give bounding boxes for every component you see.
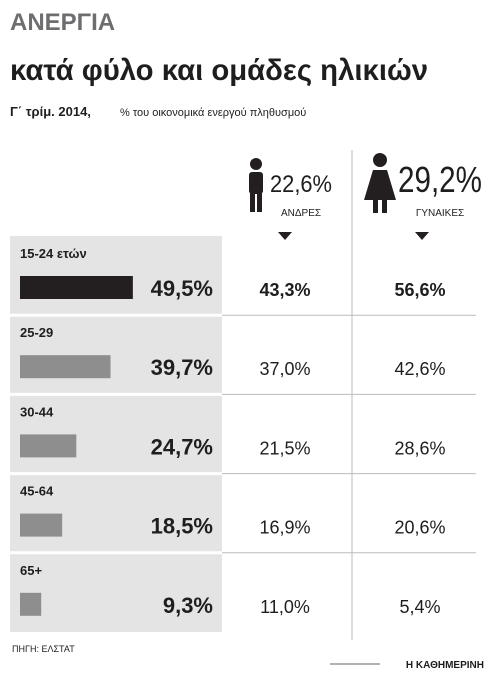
man-icon — [249, 158, 263, 212]
value-label: 42,6% — [394, 359, 445, 379]
group-total: 22,6% — [270, 171, 332, 198]
category-label: 65+ — [20, 563, 42, 578]
arrow — [415, 232, 429, 240]
value-label: 37,0% — [259, 359, 310, 379]
value-label: 11,0% — [260, 597, 310, 617]
value-label: 24,7% — [151, 434, 213, 459]
bar — [20, 513, 63, 537]
arrow — [278, 232, 292, 240]
bar — [20, 276, 133, 299]
chart-title: ΑΝΕΡΓΙΑ — [10, 9, 115, 36]
source: ΠΗΓΗ: ΕΛΣΤΑΤ — [12, 644, 75, 654]
chart-subtitle: κατά φύλο και ομάδες ηλικιών — [10, 54, 428, 87]
value-label: 43,3% — [259, 280, 310, 300]
category-label: 30-44 — [20, 404, 54, 419]
value-label: 39,7% — [151, 355, 213, 380]
left-panel — [10, 236, 222, 632]
value-label: 16,9% — [259, 518, 310, 538]
bar — [20, 434, 77, 458]
value-label: 56,6% — [394, 280, 445, 300]
publisher: Η ΚΑΘΗΜΕΡΙΝΗ — [406, 660, 484, 671]
value-label: 9,3% — [163, 593, 213, 618]
group-name: ΑΝΔΡΕΣ — [281, 208, 321, 219]
period: Γ΄ τρίμ. 2014, — [10, 104, 91, 119]
bar — [20, 592, 42, 616]
value-label: 21,5% — [259, 438, 310, 458]
category-label: 15-24 ετών — [20, 246, 87, 261]
category-label: 25-29 — [20, 325, 53, 340]
value-label: 5,4% — [399, 597, 440, 617]
note: % του οικονομικά ενεργού πληθυσμού — [120, 107, 306, 119]
value-label: 28,6% — [394, 438, 445, 458]
category-label: 45-64 — [20, 484, 54, 499]
value-label: 18,5% — [151, 514, 213, 539]
value-label: 49,5% — [151, 276, 213, 301]
value-label: 20,6% — [394, 518, 445, 538]
group-name: ΓΥΝΑΙΚΕΣ — [416, 208, 464, 219]
bar — [20, 355, 111, 379]
group-total: 29,2% — [398, 159, 482, 200]
woman-icon — [364, 153, 396, 213]
